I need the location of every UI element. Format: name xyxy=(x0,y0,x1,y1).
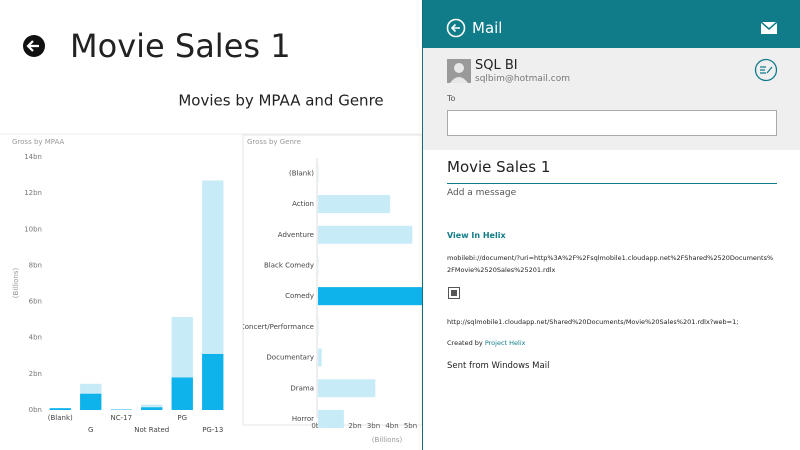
panel-title: Gross by MPAA xyxy=(12,138,65,146)
x-tick-label: NC-17 xyxy=(110,414,132,422)
y-tick-label: 8bn xyxy=(29,261,42,269)
bar xyxy=(171,377,193,410)
y-tick-label: 2bn xyxy=(29,370,42,378)
bar xyxy=(110,409,132,410)
back-arrow xyxy=(26,40,39,52)
to-label: To xyxy=(447,94,456,103)
bar xyxy=(80,393,102,410)
x-tick-label: 4bn xyxy=(385,422,398,430)
link[interactable]: View In Helix xyxy=(447,231,506,240)
mail-pane: Mail SQL BI sqlbim@hotmail.com To Movie … xyxy=(422,0,800,450)
bar xyxy=(318,195,391,214)
y-tick-label: 4bn xyxy=(29,334,42,342)
report-title: Movies by MPAA and Genre xyxy=(178,92,383,110)
x-tick-label: (Blank) xyxy=(48,414,73,422)
app-title: Movie Sales 1 xyxy=(70,27,291,65)
mail-header: Mail xyxy=(423,0,800,48)
sender-name: SQL BI xyxy=(475,58,518,73)
x-tick-label: Not Rated xyxy=(134,426,169,434)
bar xyxy=(141,407,163,410)
y-tick-label: Action xyxy=(292,200,314,208)
link-url: mobilebi://document/?uri=http%3A%2F%2Fsq… xyxy=(447,254,774,262)
y-tick-label: 6bn xyxy=(29,298,42,306)
created-by-link[interactable]: Project Helix xyxy=(484,339,526,347)
y-tick-label: (Blank) xyxy=(289,169,314,177)
bar xyxy=(318,348,322,367)
avatar xyxy=(447,59,471,83)
y-tick-label: Drama xyxy=(290,384,314,392)
x-tick-label: G xyxy=(88,426,93,434)
back-button[interactable] xyxy=(446,18,466,38)
y-tick-label: Horror xyxy=(292,415,314,423)
x-axis-title: (Billions) xyxy=(372,436,403,444)
signature: Sent from Windows Mail xyxy=(447,361,550,371)
message-placeholder[interactable]: Add a message xyxy=(447,188,517,198)
y-tick-label: 12bn xyxy=(24,189,42,197)
y-tick-label: Black Comedy xyxy=(264,261,314,269)
send-button[interactable] xyxy=(761,22,777,34)
sender-email: sqlbim@hotmail.com xyxy=(475,74,570,84)
mail-title: Mail xyxy=(472,19,503,37)
y-tick-label: 14bn xyxy=(24,153,42,161)
bar xyxy=(318,225,413,244)
report-canvas: Movie Sales 1 Movies by MPAA and Genre G… xyxy=(0,27,422,444)
mail-recipient-area: SQL BI sqlbim@hotmail.com To xyxy=(423,48,800,150)
bar xyxy=(202,180,224,410)
y-tick-label: 0bn xyxy=(29,406,42,414)
subject-underline xyxy=(447,183,777,184)
y-tick-label: Adventure xyxy=(278,231,314,239)
link-url: 2FMovie%2520Sales%25201.rdlx xyxy=(447,266,556,274)
panel-title: Gross by Genre xyxy=(247,138,301,146)
x-tick-label: PG xyxy=(177,414,187,422)
subject[interactable]: Movie Sales 1 xyxy=(447,158,551,176)
bar xyxy=(318,409,344,428)
y-axis-title: (Billions) xyxy=(12,268,20,299)
y-tick-label: 10bn xyxy=(24,225,42,233)
image-placeholder xyxy=(448,287,460,299)
x-tick-label: PG-13 xyxy=(202,426,223,434)
y-tick-label: Concert/Performance xyxy=(240,323,314,331)
to-input[interactable] xyxy=(447,110,777,136)
x-tick-label: 2bn xyxy=(348,422,361,430)
bar xyxy=(318,379,376,398)
created-by: Created by Project Helix xyxy=(447,339,526,347)
web-url: http://sqlmobile1.cloudapp.net/Shared%20… xyxy=(447,318,739,326)
created-by-label: Created by xyxy=(447,339,483,347)
compose-button[interactable] xyxy=(754,58,778,82)
bar xyxy=(202,353,224,410)
x-tick-label: 3bn xyxy=(367,422,380,430)
bar xyxy=(49,408,71,410)
genre-plot: 0bn1bn2bn3bn4bn5bn6bn(Blank)ActionAdvent… xyxy=(240,164,422,430)
bar xyxy=(318,287,422,306)
y-tick-label: Comedy xyxy=(285,292,314,300)
y-tick-label: Documentary xyxy=(266,354,314,362)
x-tick-label: 5bn xyxy=(404,422,417,430)
